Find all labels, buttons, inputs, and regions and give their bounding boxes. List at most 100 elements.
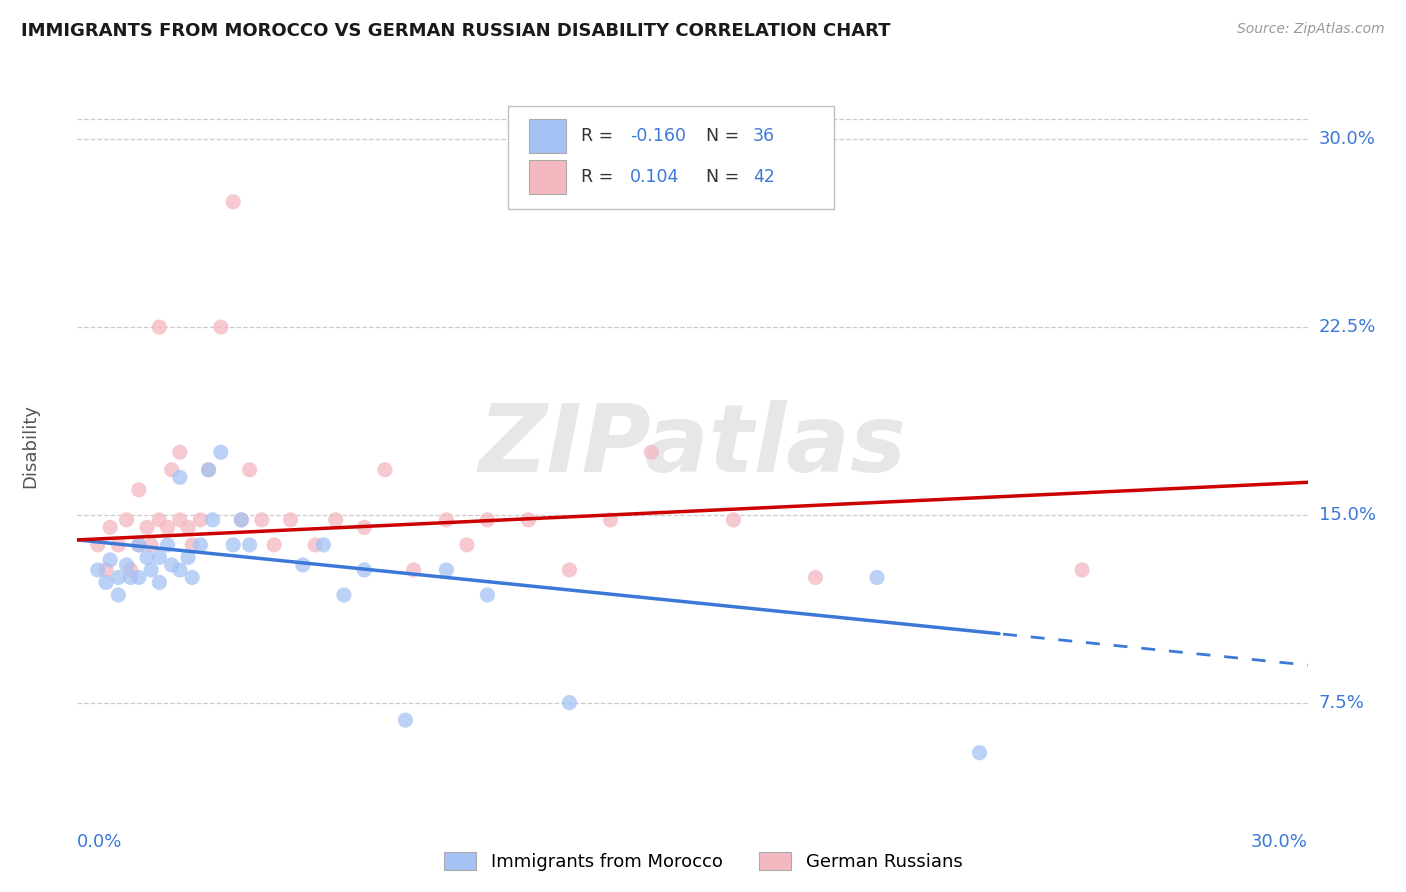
Point bbox=[222, 194, 245, 209]
FancyBboxPatch shape bbox=[529, 160, 565, 194]
Point bbox=[169, 513, 191, 527]
Point bbox=[169, 445, 191, 459]
Legend: Immigrants from Morocco, German Russians: Immigrants from Morocco, German Russians bbox=[436, 845, 970, 879]
Point bbox=[374, 463, 396, 477]
Point bbox=[197, 463, 219, 477]
FancyBboxPatch shape bbox=[529, 120, 565, 153]
Point bbox=[312, 538, 335, 552]
Point bbox=[120, 570, 142, 584]
Point bbox=[209, 320, 232, 334]
Point bbox=[141, 538, 163, 552]
Point bbox=[231, 513, 253, 527]
Point bbox=[250, 513, 273, 527]
Point bbox=[128, 538, 150, 552]
Point bbox=[148, 320, 170, 334]
Text: IMMIGRANTS FROM MOROCCO VS GERMAN RUSSIAN DISABILITY CORRELATION CHART: IMMIGRANTS FROM MOROCCO VS GERMAN RUSSIA… bbox=[21, 22, 890, 40]
Point bbox=[436, 563, 458, 577]
Point bbox=[436, 513, 458, 527]
Point bbox=[325, 513, 347, 527]
Point bbox=[177, 550, 200, 565]
Text: 15.0%: 15.0% bbox=[1319, 506, 1375, 524]
Point bbox=[333, 588, 356, 602]
Text: 0.104: 0.104 bbox=[630, 168, 679, 186]
Point bbox=[477, 513, 499, 527]
Point bbox=[558, 563, 581, 577]
Point bbox=[136, 520, 159, 534]
Point bbox=[263, 538, 285, 552]
Text: 7.5%: 7.5% bbox=[1319, 694, 1365, 712]
Point bbox=[353, 563, 375, 577]
Point bbox=[599, 513, 621, 527]
Point bbox=[188, 538, 212, 552]
Point bbox=[136, 550, 159, 565]
Point bbox=[160, 558, 183, 572]
Point bbox=[169, 563, 191, 577]
Text: R =: R = bbox=[581, 168, 624, 186]
Point bbox=[87, 563, 110, 577]
Point bbox=[181, 570, 204, 584]
Text: 30.0%: 30.0% bbox=[1319, 130, 1375, 148]
Text: 30.0%: 30.0% bbox=[1251, 833, 1308, 851]
Point bbox=[87, 538, 110, 552]
Point bbox=[239, 463, 262, 477]
Point bbox=[156, 538, 179, 552]
Point bbox=[148, 550, 170, 565]
Text: -0.160: -0.160 bbox=[630, 128, 686, 145]
Point bbox=[222, 538, 245, 552]
Point bbox=[866, 570, 889, 584]
Point bbox=[128, 483, 150, 497]
Point bbox=[148, 575, 170, 590]
Text: Source: ZipAtlas.com: Source: ZipAtlas.com bbox=[1237, 22, 1385, 37]
Point bbox=[181, 538, 204, 552]
Point bbox=[231, 513, 253, 527]
Text: 42: 42 bbox=[752, 168, 775, 186]
Point bbox=[640, 445, 662, 459]
Text: 0.0%: 0.0% bbox=[77, 833, 122, 851]
Point bbox=[188, 513, 212, 527]
Point bbox=[239, 538, 262, 552]
Point bbox=[477, 588, 499, 602]
Text: N =: N = bbox=[706, 128, 745, 145]
Point bbox=[209, 445, 232, 459]
Point bbox=[98, 520, 121, 534]
Point bbox=[517, 513, 540, 527]
Point bbox=[156, 520, 179, 534]
Point bbox=[1071, 563, 1094, 577]
Text: Disability: Disability bbox=[21, 404, 39, 488]
Point bbox=[804, 570, 827, 584]
Point bbox=[723, 513, 745, 527]
Point bbox=[128, 538, 150, 552]
Point bbox=[94, 563, 117, 577]
Point bbox=[107, 588, 129, 602]
Point bbox=[280, 513, 302, 527]
Text: R =: R = bbox=[581, 128, 619, 145]
Point bbox=[128, 570, 150, 584]
Text: ZIPatlas: ZIPatlas bbox=[478, 400, 907, 492]
Text: 22.5%: 22.5% bbox=[1319, 318, 1376, 336]
Point bbox=[304, 538, 326, 552]
Point bbox=[160, 463, 183, 477]
Point bbox=[969, 746, 991, 760]
Point bbox=[115, 558, 138, 572]
Point bbox=[353, 520, 375, 534]
Point bbox=[148, 513, 170, 527]
Point bbox=[107, 570, 129, 584]
Point bbox=[201, 513, 224, 527]
Point bbox=[291, 558, 314, 572]
Point bbox=[98, 553, 121, 567]
Text: 36: 36 bbox=[752, 128, 775, 145]
Point bbox=[456, 538, 478, 552]
Point bbox=[402, 563, 425, 577]
FancyBboxPatch shape bbox=[508, 105, 834, 209]
Point bbox=[94, 575, 117, 590]
Point bbox=[394, 713, 416, 727]
Point bbox=[558, 696, 581, 710]
Point bbox=[120, 563, 142, 577]
Point bbox=[169, 470, 191, 484]
Point bbox=[177, 520, 200, 534]
Text: N =: N = bbox=[706, 168, 745, 186]
Point bbox=[107, 538, 129, 552]
Point bbox=[115, 513, 138, 527]
Point bbox=[197, 463, 219, 477]
Point bbox=[141, 563, 163, 577]
